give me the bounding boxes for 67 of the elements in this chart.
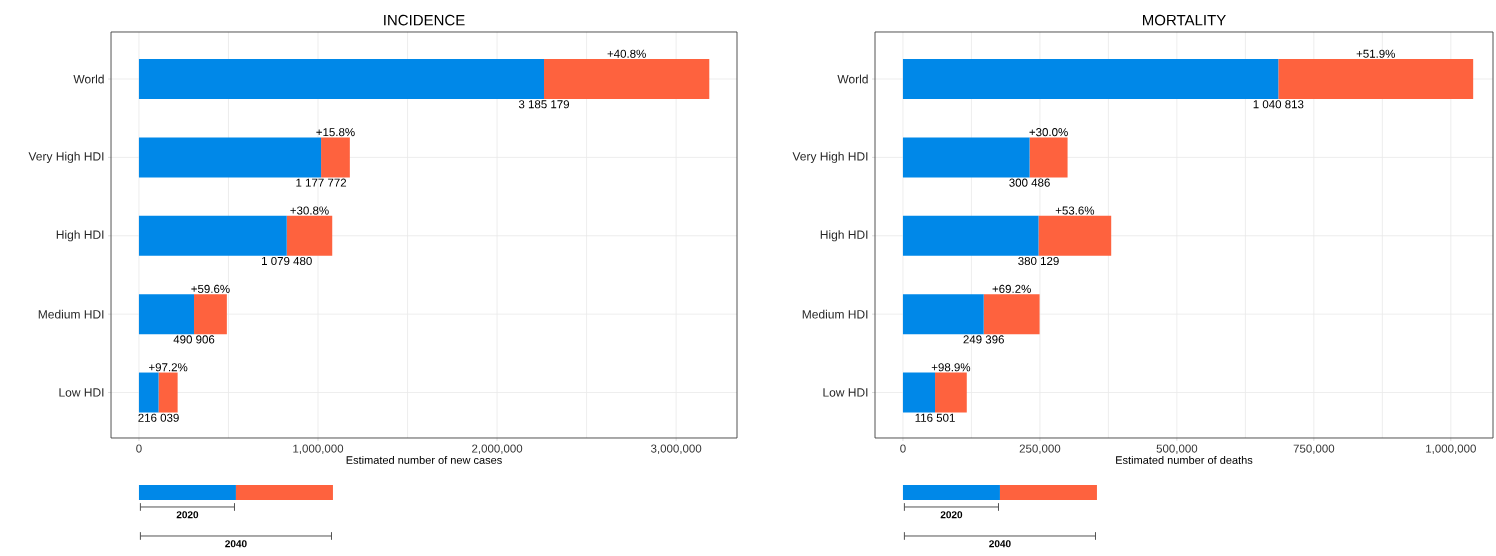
y-tick-label: World	[73, 74, 104, 84]
x-axis-title: Estimated number of deaths	[1116, 455, 1253, 464]
total-label: 300 486	[1009, 178, 1050, 187]
bar	[902, 372, 936, 413]
total-label: 490 906	[173, 335, 215, 344]
x-tick-label: 500,000	[1156, 444, 1198, 455]
bar	[1029, 137, 1068, 178]
text: 2040	[225, 540, 247, 548]
x-tick-label: 1,000,000	[1426, 444, 1476, 455]
annotation: +15.8%	[316, 128, 355, 137]
y-tick-label: World	[837, 74, 868, 84]
x-tick-label: 250,000	[1019, 444, 1061, 455]
annotation: +51.9%	[1356, 49, 1396, 58]
bar	[1038, 215, 1112, 256]
bar	[935, 372, 967, 413]
x-tick-label: 0	[900, 444, 906, 453]
x-axis-title: Estimated number of new cases	[346, 455, 502, 464]
x-tick-label: 2,000,000	[472, 444, 523, 455]
y-tick-label: High HDI	[56, 230, 104, 242]
annotation: +69.2%	[992, 284, 1031, 293]
bar	[286, 215, 333, 256]
annotation: +98.9%	[931, 363, 971, 372]
text: 2020	[176, 511, 199, 519]
y-tick-label: Very High HDI	[28, 151, 104, 163]
bar	[194, 294, 227, 335]
total-label: 1 177 772	[296, 178, 347, 187]
annotation: +53.6%	[1055, 206, 1095, 215]
bar	[138, 59, 545, 99]
x-tick-label: 3,000,000	[650, 444, 702, 455]
annotation: +30.0%	[1029, 128, 1068, 137]
bar	[138, 215, 287, 256]
total-label: 380 129	[1018, 256, 1059, 266]
bar	[544, 59, 710, 99]
text: 2020	[940, 511, 963, 519]
y-tick-label: Low HDI	[59, 388, 104, 397]
total-label: 3 185 179	[518, 100, 570, 109]
bar	[902, 59, 1279, 99]
bar	[321, 137, 350, 178]
chart-title: INCIDENCE	[384, 14, 465, 26]
total-label: 116 501	[915, 413, 955, 422]
bar	[138, 294, 195, 335]
total-label: 249 396	[963, 335, 1004, 344]
annotation: +30.8%	[290, 206, 329, 215]
bar	[902, 137, 1030, 178]
bar	[1278, 59, 1474, 99]
bar	[158, 372, 178, 413]
annotation: +40.8%	[607, 49, 646, 58]
chart-title: MORTALITY	[1143, 14, 1226, 26]
annotation: +97.2%	[149, 363, 188, 372]
bar	[983, 294, 1040, 335]
y-tick-label: Medium HDI	[38, 309, 104, 319]
x-tick-label: 1,000,000	[293, 444, 344, 455]
bar	[902, 294, 984, 335]
total-label: 216 039	[138, 413, 179, 422]
y-tick-label: High HDI	[820, 230, 868, 242]
text: 2040	[989, 540, 1011, 548]
y-tick-label: Medium HDI	[802, 309, 868, 319]
total-label: 1 040 813	[1253, 100, 1304, 109]
bar	[138, 372, 159, 413]
y-tick-label: Very High HDI	[792, 151, 868, 163]
total-label: 1 079 480	[262, 256, 312, 266]
y-tick-label: Low HDI	[823, 388, 868, 397]
x-tick-label: 750,000	[1293, 444, 1335, 455]
x-tick-label: 0	[136, 444, 142, 453]
bar	[138, 137, 322, 178]
bar	[902, 215, 1039, 256]
annotation: +59.6%	[191, 284, 230, 293]
